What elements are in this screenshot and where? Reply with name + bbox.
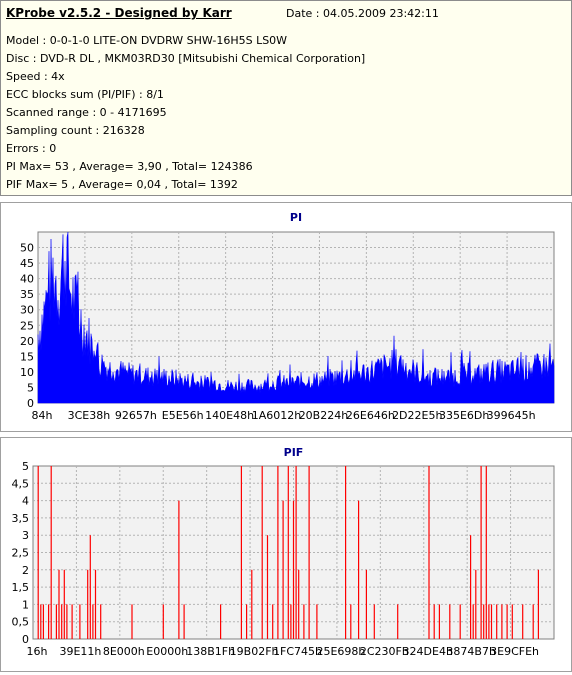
pi-chart: PI 0 5 10 15 20 25 30 35 40 45 50 84h 3CE38h 92657h E5E…: [20, 211, 555, 422]
x-tick-label: 2C230Fh: [360, 645, 409, 658]
app-title: KProbe v2.5.2 - Designed by Karr: [6, 6, 232, 20]
y-tick-label: 1,5: [12, 581, 30, 594]
y-tick-label: 25: [20, 319, 34, 332]
model-line: Model : 0-0-1-0 LITE-ON DVDRW SHW-16H5S …: [6, 34, 288, 47]
y-tick-label: 30: [20, 304, 34, 317]
y-tick-label: 45: [20, 257, 34, 270]
x-tick-label: 84h: [32, 409, 53, 422]
y-tick-label: 0,5: [12, 616, 30, 629]
x-tick-label: 92657h: [115, 409, 157, 422]
x-tick-label: 20B224h: [299, 409, 349, 422]
y-tick-label: 3: [22, 529, 29, 542]
y-tick-label: 35: [20, 288, 34, 301]
y-tick-label: 0: [27, 397, 34, 410]
chart-title: PIF: [284, 446, 304, 459]
x-tick-label: E0000h: [146, 645, 188, 658]
x-tick-label: 8E000h: [103, 645, 145, 658]
y-tick-label: 4,5: [12, 477, 30, 490]
x-tick-label: 140E48h: [205, 409, 254, 422]
x-tick-label: 3E9CFEh: [490, 645, 539, 658]
x-tick-label: 19B02Fh: [230, 645, 279, 658]
pif-chart: PIF 0 0,5 1 1,5 2 2,5 3 3,5 4 4,5 5 16h 39E11h 8E000h E…: [12, 446, 555, 658]
x-tick-label: 324DE4h: [403, 645, 453, 658]
x-tick-label: E5E56h: [162, 409, 204, 422]
x-tick-label: 2D22E5h: [392, 409, 442, 422]
y-tick-label: 10: [20, 366, 34, 379]
x-tick-label: 335E6Dh: [439, 409, 489, 422]
pif-chart-panel: PIF 0 0,5 1 1,5 2 2,5 3 3,5 4 4,5 5 16h 39E11h 8E000h E…: [0, 437, 572, 672]
pi-series-area: [37, 231, 555, 404]
chart-title: PI: [290, 211, 302, 224]
y-tick-label: 50: [20, 242, 34, 255]
x-tick-label: 1A6012h: [252, 409, 302, 422]
x-tick-label: 25E698h: [316, 645, 365, 658]
y-tick-label: 5: [22, 460, 29, 473]
x-tick-label: 16h: [27, 645, 48, 658]
ecc-line: ECC blocks sum (PI/PIF) : 8/1: [6, 88, 164, 101]
x-tick-label: 138B1Fh: [186, 645, 235, 658]
y-tick-label: 0: [22, 633, 29, 646]
pi-chart-panel: PI 0 5 10 15 20 25 30 35 40 45 50 84h 3CE38h 92657h E5E…: [0, 202, 572, 432]
speed-line: Speed : 4x: [6, 70, 65, 83]
range-line: Scanned range : 0 - 4171695: [6, 106, 167, 119]
errors-line: Errors : 0: [6, 142, 57, 155]
y-tick-label: 2,5: [12, 547, 30, 560]
y-tick-label: 4: [22, 495, 29, 508]
x-tick-label: 26E646h: [346, 409, 395, 422]
disc-line: Disc : DVD-R DL , MKM03RD30 [Mitsubishi …: [6, 52, 366, 65]
y-tick-label: 15: [20, 350, 34, 363]
x-tick-label: 399645h: [487, 409, 536, 422]
pif-stats-line: PIF Max= 5 , Average= 0,04 , Total= 1392: [6, 178, 238, 191]
x-tick-label: 3CE38h: [68, 409, 111, 422]
x-tick-label: 3874B7h: [446, 645, 496, 658]
scan-date: Date : 04.05.2009 23:42:11: [286, 7, 439, 20]
y-tick-label: 1: [22, 598, 29, 611]
pi-stats-line: PI Max= 53 , Average= 3,90 , Total= 1243…: [6, 160, 253, 173]
y-tick-label: 2: [22, 564, 29, 577]
y-tick-label: 20: [20, 335, 34, 348]
y-tick-label: 5: [27, 381, 34, 394]
y-tick-label: 40: [20, 273, 34, 286]
sampling-line: Sampling count : 216328: [6, 124, 145, 137]
x-tick-label: 1FC745h: [273, 645, 322, 658]
info-panel: KProbe v2.5.2 - Designed by Karr Date : …: [0, 0, 572, 196]
y-tick-label: 3,5: [12, 512, 30, 525]
x-tick-label: 39E11h: [59, 645, 101, 658]
